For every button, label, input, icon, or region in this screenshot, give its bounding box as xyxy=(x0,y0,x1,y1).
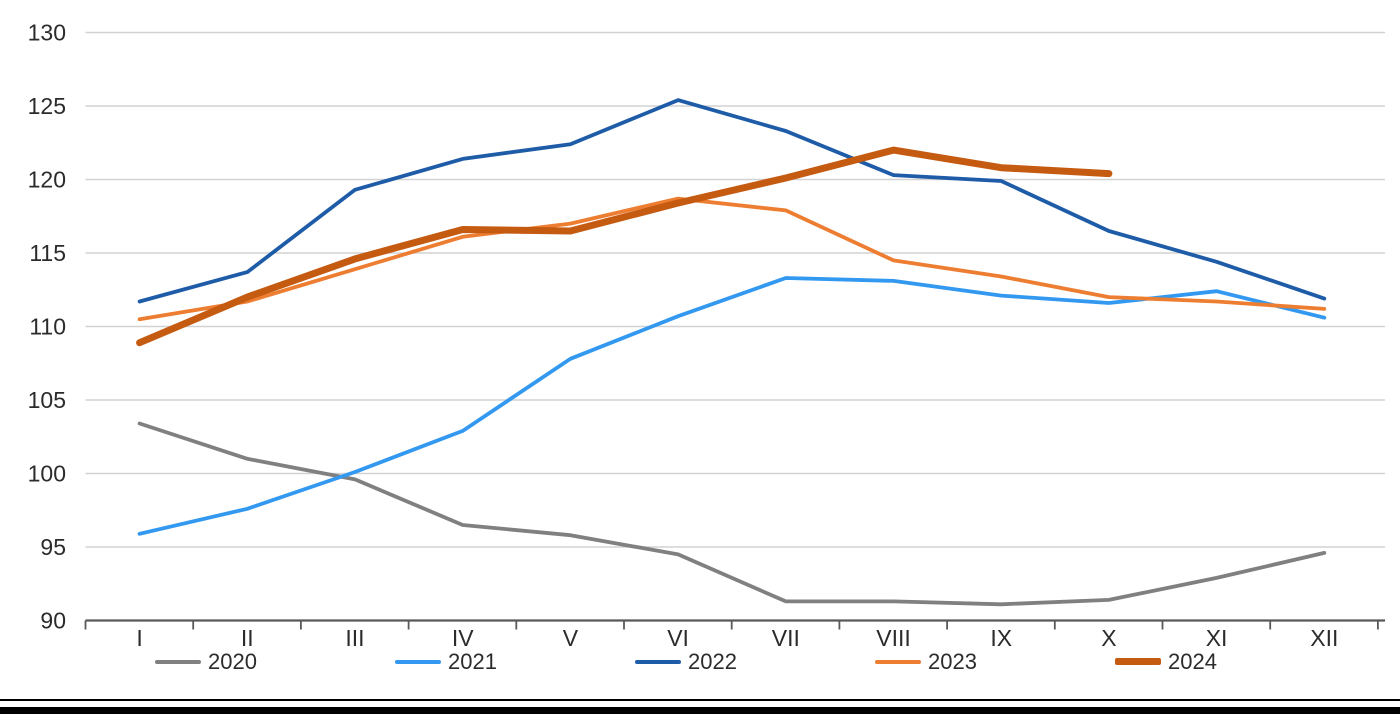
legend-swatch-2022 xyxy=(635,659,681,664)
x-axis-label: VII xyxy=(772,625,800,651)
series-line-2024 xyxy=(136,146,1113,347)
x-axis-label: XII xyxy=(1310,625,1338,651)
y-axis-label: 95 xyxy=(40,534,66,560)
x-axis-label: I xyxy=(136,625,142,651)
legend-item-2024: 2024 xyxy=(1115,650,1355,673)
y-axis-label: 100 xyxy=(28,461,66,487)
x-axis-label: V xyxy=(563,625,579,651)
series-line-2021 xyxy=(137,276,1327,536)
legend-swatch-2021 xyxy=(395,659,441,664)
y-axis-label: 125 xyxy=(28,93,66,119)
x-axis-label: II xyxy=(241,625,254,651)
x-axis-label: VI xyxy=(667,625,689,651)
legend-swatch-2023 xyxy=(875,659,921,664)
y-axis-label: 110 xyxy=(29,314,66,340)
bottom-border-thin xyxy=(0,699,1400,701)
legend-label: 2020 xyxy=(208,649,257,674)
legend-item-2020: 2020 xyxy=(155,650,395,673)
legend-item-2021: 2021 xyxy=(395,650,635,673)
series-line-2020 xyxy=(137,421,1327,607)
series-line-2022 xyxy=(137,98,1327,304)
x-axis-label: IV xyxy=(452,625,474,651)
legend-label: 2021 xyxy=(448,649,497,674)
x-axis-label: X xyxy=(1101,625,1116,651)
x-axis-label: III xyxy=(345,625,364,651)
y-axis-label: 105 xyxy=(28,387,66,413)
legend-label: 2022 xyxy=(688,649,737,674)
legend-item-2022: 2022 xyxy=(635,650,875,673)
x-axis-label: VIII xyxy=(876,625,911,651)
legend-label: 2024 xyxy=(1168,649,1217,674)
bottom-border-thick xyxy=(0,707,1400,714)
x-axis-label: IX xyxy=(990,625,1012,651)
legend-swatch-2024 xyxy=(1115,658,1161,665)
series-line-2023 xyxy=(137,196,1327,322)
chart-legend: 2020 2021 2022 2023 2024 xyxy=(155,650,1355,673)
y-axis-label: 90 xyxy=(40,608,66,634)
x-axis-label: XI xyxy=(1206,625,1228,651)
y-axis-label: 115 xyxy=(29,240,66,266)
legend-item-2023: 2023 xyxy=(875,650,1115,673)
y-axis-label: 130 xyxy=(28,20,66,46)
legend-swatch-2020 xyxy=(155,659,201,664)
legend-label: 2023 xyxy=(928,649,977,674)
y-axis-label: 120 xyxy=(28,167,66,193)
